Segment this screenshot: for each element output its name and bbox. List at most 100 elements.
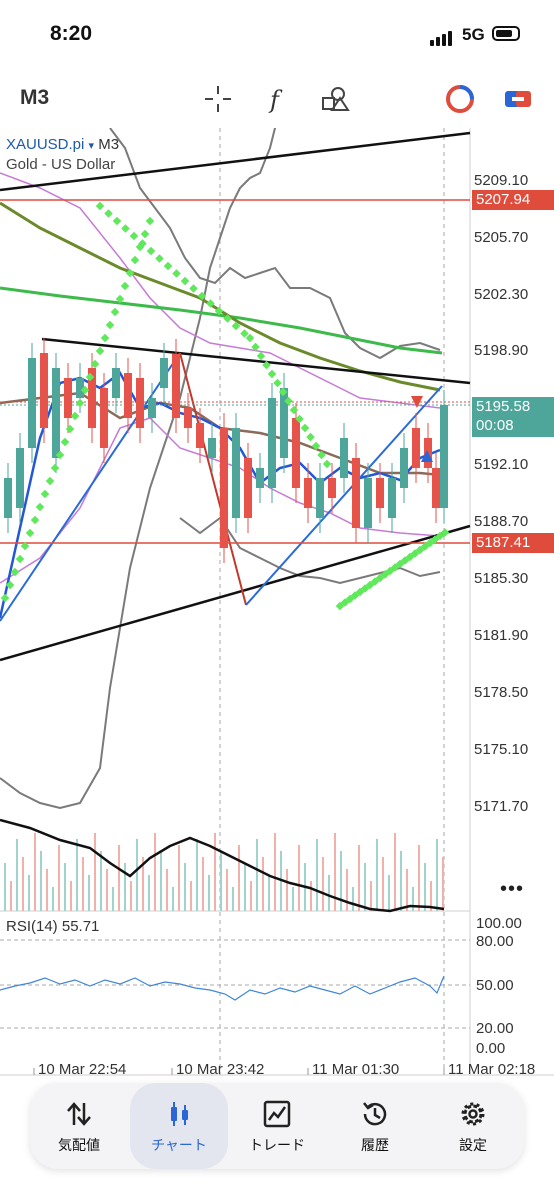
volume-bar	[130, 881, 132, 911]
candle-body	[196, 423, 204, 448]
symbol-dropdown-icon[interactable]: ▾	[88, 140, 95, 152]
crosshair-icon[interactable]	[203, 84, 233, 114]
sar-dot	[155, 254, 164, 263]
sar-dot	[75, 398, 85, 408]
lower-level-tag: 5187.41	[472, 533, 554, 553]
volume-bar	[400, 851, 402, 911]
volume-bar	[334, 833, 336, 911]
sar-dot	[231, 321, 241, 331]
volume-bar	[82, 857, 84, 911]
volume-bar	[148, 875, 150, 911]
volume-bar	[214, 833, 216, 911]
candle-body	[292, 418, 300, 488]
sar-dot	[295, 414, 304, 424]
volume-bar	[346, 869, 348, 911]
volume-bar	[310, 881, 312, 911]
price-scale-label: 5185.30	[474, 570, 529, 587]
symbol-info[interactable]: XAUUSD.pi ▾ M3	[6, 136, 119, 153]
sar-dot	[115, 294, 125, 304]
volume-bar	[316, 839, 318, 911]
sar-dot	[0, 593, 10, 603]
candle-body	[16, 448, 24, 508]
nav-settings[interactable]: 設定	[424, 1083, 522, 1169]
nav-label: 履歴	[361, 1137, 389, 1153]
price-scale-label: 5171.70	[474, 798, 529, 815]
candle-body	[112, 368, 120, 398]
nav-quotes[interactable]: 気配値	[30, 1083, 128, 1169]
sar-dot	[65, 424, 75, 434]
sar-dot	[223, 314, 232, 323]
symbol-name[interactable]: XAUUSD.pi	[6, 136, 85, 153]
more-options-icon[interactable]: •••	[500, 878, 525, 900]
volume-bar	[340, 851, 342, 911]
candle-body	[208, 438, 216, 458]
candle-body	[280, 388, 288, 458]
volume-bar	[238, 845, 240, 911]
parabolic-sar-dots	[0, 201, 450, 611]
volume-bar	[76, 839, 78, 911]
price-scale-label: 5192.10	[474, 456, 529, 473]
volume-bar	[40, 851, 42, 911]
timeframe-button[interactable]: M3	[20, 86, 50, 109]
volume-bar	[58, 845, 60, 911]
sar-dot	[129, 231, 139, 241]
nav-history[interactable]: 履歴	[326, 1083, 424, 1169]
volume-bar	[406, 869, 408, 911]
candle-body	[304, 478, 312, 508]
bollinger-lower-band	[179, 516, 441, 585]
trade-icon[interactable]	[503, 84, 533, 114]
candle-body	[232, 428, 240, 518]
price-scale-label: 5205.70	[474, 229, 529, 246]
sar-dot	[35, 502, 45, 512]
candle-body	[160, 358, 168, 388]
price-chart[interactable]	[0, 128, 554, 1083]
sar-dot	[214, 306, 224, 316]
volume-bar	[94, 833, 96, 911]
objects-icon[interactable]	[320, 84, 350, 114]
bollinger-upper-band	[109, 128, 441, 360]
sar-dot	[25, 528, 35, 538]
volume-bar	[232, 887, 234, 911]
sar-dot	[262, 360, 271, 370]
volume-bar	[220, 851, 222, 911]
volume-bar	[322, 857, 324, 911]
sar-dot	[273, 378, 282, 388]
volume-bar	[394, 833, 396, 911]
sar-dot	[30, 515, 40, 525]
volume-bar	[184, 863, 186, 911]
sar-dot	[85, 372, 95, 382]
candle-body	[256, 468, 264, 488]
sar-dot	[45, 476, 55, 486]
volume-bar	[364, 863, 366, 911]
sar-dot	[120, 281, 130, 291]
nav-chart[interactable]: チャート	[130, 1083, 228, 1169]
time-label: 10 Mar 23:42	[176, 1061, 265, 1078]
rsi-level-100: 100.00	[476, 915, 522, 932]
sar-dot	[240, 329, 249, 338]
candle-body	[136, 378, 144, 428]
trendlines	[0, 131, 471, 662]
volume-bar	[358, 845, 360, 911]
rsi-level-80: 80.00	[476, 933, 514, 950]
sar-dot	[317, 450, 326, 460]
candle-body	[64, 378, 72, 418]
volume-bar	[190, 881, 192, 911]
sar-dot	[430, 535, 440, 544]
gear-icon	[461, 1102, 485, 1126]
volume-bar	[142, 857, 144, 911]
account-icon[interactable]	[445, 84, 475, 114]
volume-bar	[418, 845, 420, 911]
volume-bar	[286, 869, 288, 911]
sar-dot	[380, 570, 390, 579]
status-bar: 8:20 5G	[0, 0, 554, 70]
price-scale-label: 5175.10	[474, 741, 529, 758]
candle-body	[172, 354, 180, 418]
rsi-label: RSI(14) 55.71	[6, 918, 100, 935]
envelope-upper-line	[0, 172, 441, 409]
nav-label: 設定	[459, 1137, 487, 1153]
sar-dot	[410, 549, 420, 558]
candle-body	[340, 438, 348, 478]
nav-trade[interactable]: トレード	[228, 1083, 326, 1169]
function-icon[interactable]: f	[262, 84, 292, 114]
sar-dot	[375, 573, 385, 583]
